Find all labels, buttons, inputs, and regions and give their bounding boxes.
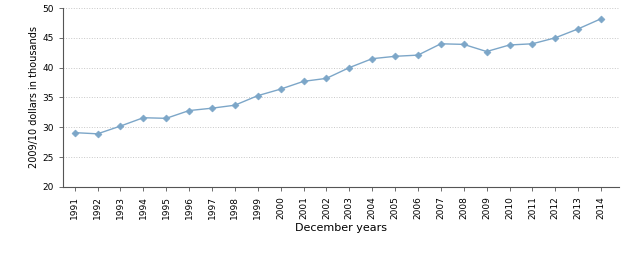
X-axis label: December years: December years bbox=[295, 223, 387, 233]
Y-axis label: 2009/10 dollars in thousands: 2009/10 dollars in thousands bbox=[28, 26, 39, 168]
